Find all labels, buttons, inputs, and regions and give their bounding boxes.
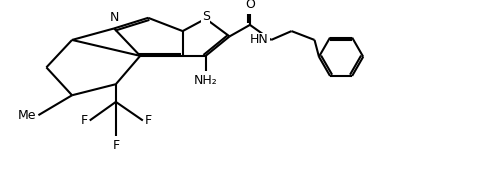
Text: F: F xyxy=(145,114,152,127)
Text: F: F xyxy=(80,114,88,127)
Text: N: N xyxy=(109,11,119,24)
Text: S: S xyxy=(201,10,210,23)
Text: Me: Me xyxy=(18,109,36,122)
Text: F: F xyxy=(112,139,120,152)
Text: NH₂: NH₂ xyxy=(194,74,217,87)
Text: HN: HN xyxy=(250,33,269,46)
Text: O: O xyxy=(245,0,255,12)
